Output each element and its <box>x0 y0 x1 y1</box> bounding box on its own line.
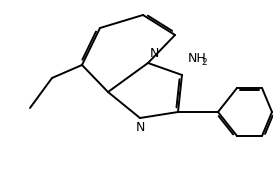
Text: N: N <box>135 121 145 134</box>
Text: N: N <box>150 47 159 60</box>
Text: NH: NH <box>188 52 207 65</box>
Text: 2: 2 <box>201 58 207 67</box>
